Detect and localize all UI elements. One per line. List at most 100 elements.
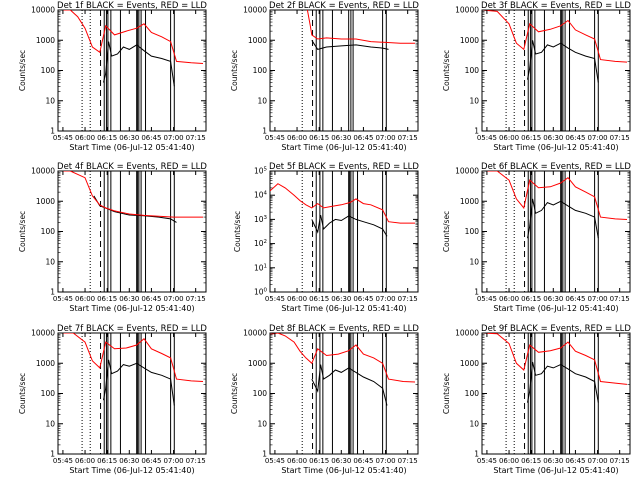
- series-line-events: [311, 364, 388, 406]
- y-tick-label: 1: [262, 127, 267, 136]
- series-line-lld: [482, 171, 628, 220]
- x-tick-label: 06:30: [543, 295, 563, 303]
- x-tick-label: 06:45: [141, 134, 161, 142]
- series-line-events: [311, 40, 389, 50]
- plot-frame: [481, 9, 631, 132]
- x-tick-label: 06:15: [521, 457, 541, 465]
- series-line-events: [311, 214, 388, 237]
- plot-frame: [57, 170, 207, 293]
- x-tick-label: 05:45: [53, 134, 73, 142]
- y-tick-label: 100: [41, 66, 56, 75]
- x-tick-label: 06:00: [287, 134, 307, 142]
- y-tick-label: 100: [41, 227, 56, 236]
- y-tick-label: 100: [465, 227, 480, 236]
- y-tick-label: 10000: [31, 167, 55, 176]
- y-tick-label: 10: [45, 96, 55, 105]
- y-tick-label: 1000: [460, 197, 479, 206]
- x-tick-label: 06:15: [309, 457, 329, 465]
- x-axis-label: Start Time (06-Jul-12 05:41:40): [281, 304, 406, 313]
- x-axis-label: Start Time (06-Jul-12 05:41:40): [281, 143, 406, 152]
- y-tick-label: 10: [469, 96, 479, 105]
- y-tick-label: 10000: [31, 6, 55, 15]
- plot-frame: [57, 9, 207, 132]
- y-tick-label: 10000: [455, 329, 479, 338]
- series-line-lld: [58, 10, 204, 64]
- x-tick-label: 06:15: [309, 295, 329, 303]
- x-tick-label: 06:00: [499, 457, 519, 465]
- x-axis-label: Start Time (06-Jul-12 05:41:40): [493, 304, 618, 313]
- x-tick-label: 07:15: [186, 134, 206, 142]
- panel-det-7f: Det 7f BLACK = Events, RED = LLD 05:45 06:…: [18, 324, 207, 475]
- y-tick-label: 10: [257, 96, 267, 105]
- y-tick-label: 10: [469, 419, 479, 428]
- x-tick-label: 07:00: [163, 457, 183, 465]
- series-line-lld: [270, 183, 415, 224]
- y-tick-label: 1000: [460, 36, 479, 45]
- y-tick-label: 100: [254, 288, 268, 297]
- time-marker-lines: [505, 171, 599, 292]
- time-marker-lines: [81, 333, 175, 454]
- y-tick-label: 100: [465, 389, 480, 398]
- x-tick-label: 06:30: [331, 295, 351, 303]
- time-marker-lines: [301, 333, 387, 454]
- series-line-lld: [482, 333, 628, 385]
- y-tick-label: 10: [45, 419, 55, 428]
- x-tick-label: 07:00: [163, 134, 183, 142]
- y-tick-label: 1000: [248, 36, 267, 45]
- plot-frame: [57, 332, 207, 455]
- panel-title: Det 7f BLACK = Events, RED = LLD: [57, 324, 207, 334]
- x-tick-label: 07:00: [587, 295, 607, 303]
- x-tick-label: 07:15: [610, 457, 630, 465]
- panel-title: Det 4f BLACK = Events, RED = LLD: [57, 162, 207, 172]
- x-tick-label: 06:30: [331, 457, 351, 465]
- y-axis-label: Counts/sec: [442, 211, 451, 252]
- x-tick-label: 06:30: [119, 134, 139, 142]
- x-tick-label: 06:15: [521, 295, 541, 303]
- x-tick-label: 07:00: [587, 134, 607, 142]
- x-tick-label: 06:15: [309, 134, 329, 142]
- y-tick-label: 10000: [243, 6, 267, 15]
- x-tick-label: 06:45: [353, 457, 373, 465]
- y-axis-label: Counts/sec: [233, 211, 242, 252]
- x-tick-label: 07:00: [375, 134, 395, 142]
- panel-title: Det 5f BLACK = Events, RED = LLD: [269, 162, 419, 172]
- x-tick-label: 07:15: [398, 457, 418, 465]
- x-tick-label: 06:45: [565, 295, 585, 303]
- time-marker-lines: [89, 171, 175, 292]
- plot-frame: [481, 332, 631, 455]
- x-tick-label: 05:45: [265, 295, 285, 303]
- x-tick-label: 07:15: [610, 295, 630, 303]
- x-axis-label: Start Time (06-Jul-12 05:41:40): [69, 466, 194, 475]
- y-tick-label: 1: [474, 450, 479, 459]
- y-tick-label: 1: [262, 450, 267, 459]
- x-tick-label: 07:15: [186, 295, 206, 303]
- series-line-events: [527, 40, 599, 83]
- time-marker-lines: [505, 10, 599, 131]
- panel-title: Det 9f BLACK = Events, RED = LLD: [481, 324, 631, 334]
- series-line-events: [527, 361, 599, 403]
- series-line-events: [93, 195, 177, 223]
- time-marker-lines: [301, 171, 387, 292]
- y-tick-label: 100: [253, 389, 268, 398]
- x-tick-label: 06:00: [75, 457, 95, 465]
- x-tick-label: 07:00: [163, 295, 183, 303]
- x-tick-label: 06:00: [499, 295, 519, 303]
- x-tick-label: 06:00: [499, 134, 519, 142]
- x-tick-label: 06:30: [119, 295, 139, 303]
- series-line-lld: [270, 333, 416, 383]
- x-tick-label: 07:00: [375, 457, 395, 465]
- y-tick-label: 10: [45, 257, 55, 266]
- y-tick-label: 1000: [460, 359, 479, 368]
- x-tick-label: 06:30: [543, 457, 563, 465]
- x-tick-label: 06:00: [287, 457, 307, 465]
- series-line-events: [527, 198, 599, 239]
- y-tick-label: 103: [254, 215, 268, 224]
- x-tick-label: 05:45: [53, 457, 73, 465]
- x-tick-label: 06:30: [543, 134, 563, 142]
- plot-frame: [269, 332, 419, 455]
